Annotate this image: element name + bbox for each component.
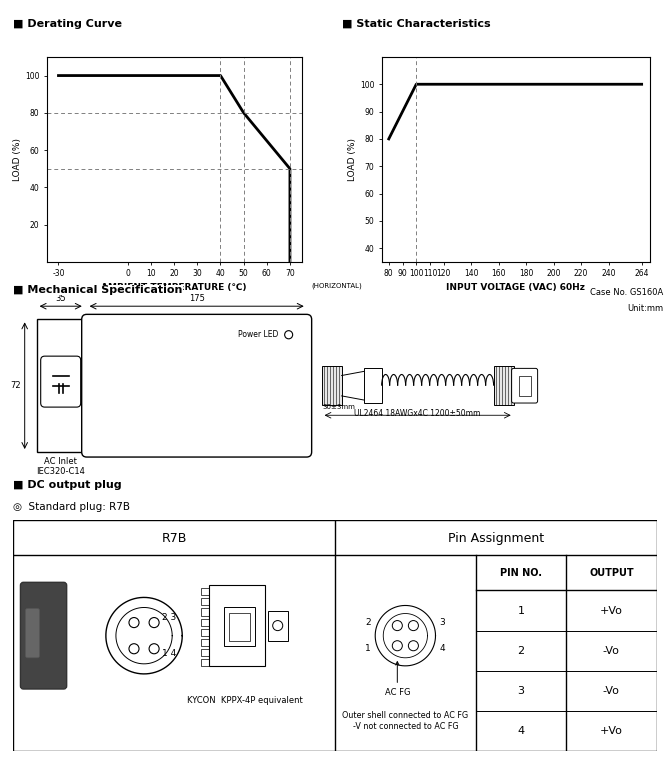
Text: AC FG: AC FG [385,662,410,697]
Text: -Vo: -Vo [603,686,620,696]
Text: 1: 1 [365,644,371,653]
Bar [229,613,250,641]
FancyBboxPatch shape [512,368,537,403]
FancyBboxPatch shape [25,609,40,658]
Bar [202,638,210,646]
Y-axis label: LOAD (%): LOAD (%) [348,138,357,181]
Text: KYCON  KPPX-4P equivalent: KYCON KPPX-4P equivalent [187,696,302,705]
Text: 30±3mm: 30±3mm [323,404,356,410]
Circle shape [129,618,139,628]
Text: (HORIZONTAL): (HORIZONTAL) [312,282,362,289]
Text: OUTPUT: OUTPUT [589,568,634,578]
Bar [202,619,210,625]
Circle shape [149,644,159,653]
Text: UL2464 18AWGx4C 1200±50mm: UL2464 18AWGx4C 1200±50mm [354,409,481,418]
Text: Pin Assignment: Pin Assignment [448,531,544,544]
Text: PIN NO.: PIN NO. [500,568,542,578]
Bar [364,368,382,403]
Circle shape [149,618,159,628]
FancyBboxPatch shape [82,314,312,457]
FancyBboxPatch shape [41,356,80,407]
Circle shape [409,621,418,631]
Text: 175: 175 [189,294,204,303]
FancyBboxPatch shape [21,582,67,689]
Text: 4: 4 [440,644,445,653]
Circle shape [129,644,139,653]
Text: 3: 3 [440,618,446,627]
Bar [224,607,255,646]
Bar [202,659,210,666]
Bar [37,320,84,452]
Bar [202,609,210,616]
Bar [322,367,342,405]
Circle shape [273,621,283,631]
X-axis label: AMBIENT TEMPERATURE (℃): AMBIENT TEMPERATURE (℃) [101,282,247,291]
Bar [202,628,210,636]
Circle shape [393,641,402,650]
Text: 72: 72 [10,381,21,390]
Circle shape [285,331,293,339]
Text: R7B: R7B [161,531,187,544]
X-axis label: INPUT VOLTAGE (VAC) 60Hz: INPUT VOLTAGE (VAC) 60Hz [446,282,586,291]
Text: ■ Mechanical Specification: ■ Mechanical Specification [13,285,183,294]
Text: -Vo: -Vo [603,646,620,656]
Bar [202,588,210,595]
Text: 4: 4 [517,726,525,736]
Text: Power LED: Power LED [239,330,279,339]
Y-axis label: LOAD (%): LOAD (%) [13,138,22,181]
Bar [519,376,531,396]
Circle shape [393,621,402,631]
Text: ■ Derating Curve: ■ Derating Curve [13,19,123,29]
Text: 1: 1 [517,606,525,616]
Text: ■ Static Characteristics: ■ Static Characteristics [342,19,490,29]
Text: +Vo: +Vo [600,726,623,736]
Text: 2: 2 [517,646,525,656]
Text: 1 4: 1 4 [162,649,176,658]
Circle shape [409,641,418,650]
Text: Case No. GS160A: Case No. GS160A [590,288,663,298]
Text: 3: 3 [517,686,525,696]
Text: Outer shell connected to AC FG
-V not connected to AC FG: Outer shell connected to AC FG -V not co… [342,711,468,731]
Bar [494,367,514,405]
Text: 35: 35 [56,294,66,303]
Bar [202,649,210,656]
Text: 2 3: 2 3 [162,613,176,622]
Text: 2: 2 [366,618,371,627]
Text: ■ DC output plug: ■ DC output plug [13,480,122,490]
Text: AC Inlet
IEC320-C14: AC Inlet IEC320-C14 [36,457,85,477]
Text: Unit:mm: Unit:mm [627,304,663,313]
Bar [268,610,288,641]
Text: ◎  Standard plug: R7B: ◎ Standard plug: R7B [13,502,131,512]
Bar [210,585,265,666]
Text: +Vo: +Vo [600,606,623,616]
Bar [202,598,210,606]
